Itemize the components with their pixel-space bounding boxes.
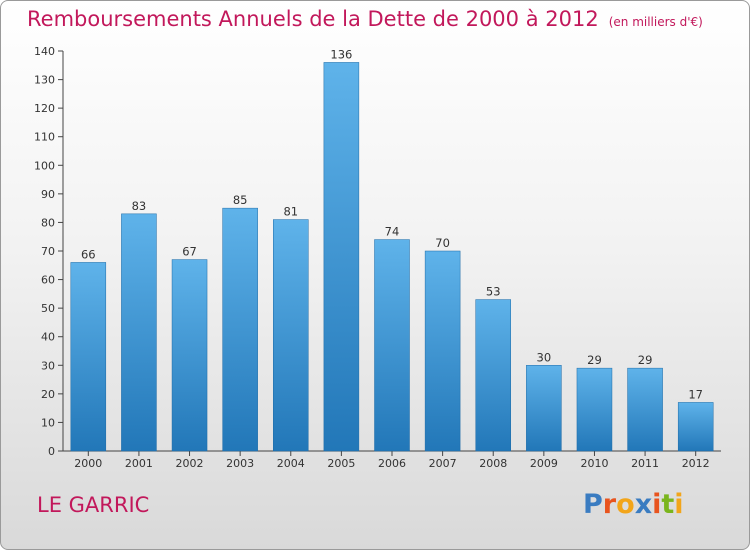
bar-value-label: 83 — [132, 199, 147, 213]
y-tick-label: 110 — [34, 131, 55, 144]
x-tick-label: 2005 — [327, 457, 355, 470]
bar-value-label: 74 — [385, 225, 400, 239]
brand-letter: o — [616, 489, 635, 520]
bar — [475, 299, 511, 452]
x-tick-label: 2002 — [176, 457, 204, 470]
bar — [374, 239, 410, 452]
brand-letter: i — [652, 489, 662, 520]
bar — [677, 402, 714, 452]
bar — [627, 367, 663, 452]
x-tick-label: 2007 — [429, 457, 457, 470]
chart-unit: (en milliers d'€) — [608, 15, 703, 29]
bar-value-label: 17 — [688, 387, 703, 401]
brand-letter: P — [583, 489, 603, 520]
y-tick-label: 20 — [41, 388, 55, 401]
y-tick-label: 40 — [41, 331, 55, 344]
bar — [576, 367, 613, 452]
x-tick-label: 2008 — [479, 457, 507, 470]
bar — [273, 219, 309, 452]
bar-value-label: 67 — [182, 245, 197, 259]
brand-logo: Proxiti — [583, 489, 684, 520]
y-tick-label: 140 — [34, 45, 55, 58]
y-tick-label: 0 — [48, 445, 55, 458]
bar-value-label: 85 — [233, 193, 248, 207]
chart-title: Remboursements Annuels de la Dette de 20… — [27, 7, 703, 31]
bar-value-label: 29 — [638, 353, 653, 367]
y-axis: 0 10 20 30 40 50 60 70 80 90 100 110 120 130 140 — [34, 45, 64, 458]
y-tick-label: 50 — [41, 302, 55, 315]
bar — [222, 207, 258, 452]
x-axis: 2000 2001 2002 2003 2004 2005 2006 2007 2008 2009… — [63, 450, 721, 470]
y-tick-label: 100 — [34, 159, 55, 172]
x-tick-label: 2001 — [125, 457, 153, 470]
brand-letter: i — [674, 489, 684, 520]
x-tick-label: 2009 — [530, 457, 558, 470]
bar-value-label: 136 — [330, 47, 352, 61]
bar — [526, 365, 562, 452]
brand-letter: r — [602, 489, 617, 520]
bar — [70, 262, 107, 452]
x-tick-label: 2011 — [631, 457, 659, 470]
x-tick-label: 2003 — [226, 457, 254, 470]
bar-value-label: 81 — [283, 205, 298, 219]
brand-letter: x — [634, 489, 653, 520]
data-labels: 66 83 67 85 81 136 74 70 53 30 29 29 17 — [81, 47, 703, 401]
bar-value-label: 53 — [486, 285, 501, 299]
bar — [424, 250, 461, 452]
chart-title-text: Remboursements Annuels de la Dette de 20… — [27, 7, 599, 31]
bar-value-label: 66 — [81, 247, 96, 261]
y-tick-label: 30 — [41, 359, 55, 372]
x-tick-label: 2006 — [378, 457, 406, 470]
brand-letter: t — [661, 489, 675, 520]
commune-name: LE GARRIC — [37, 493, 150, 517]
x-tick-label: 2012 — [682, 457, 710, 470]
y-tick-label: 120 — [34, 102, 55, 115]
y-tick-label: 60 — [41, 274, 55, 287]
y-tick-label: 70 — [41, 245, 55, 258]
x-tick-label: 2010 — [580, 457, 608, 470]
y-tick-label: 10 — [41, 416, 55, 429]
bars — [70, 62, 714, 452]
y-tick-label: 130 — [34, 74, 55, 87]
bar — [121, 213, 157, 452]
bar — [171, 259, 208, 452]
bar-value-label: 70 — [435, 236, 450, 250]
y-tick-label: 80 — [41, 216, 55, 229]
bar-value-label: 30 — [537, 350, 552, 364]
y-tick-label: 90 — [41, 188, 55, 201]
x-tick-label: 2000 — [74, 457, 102, 470]
bar — [323, 62, 360, 452]
x-tick-label: 2004 — [277, 457, 305, 470]
bar-value-label: 29 — [587, 353, 602, 367]
